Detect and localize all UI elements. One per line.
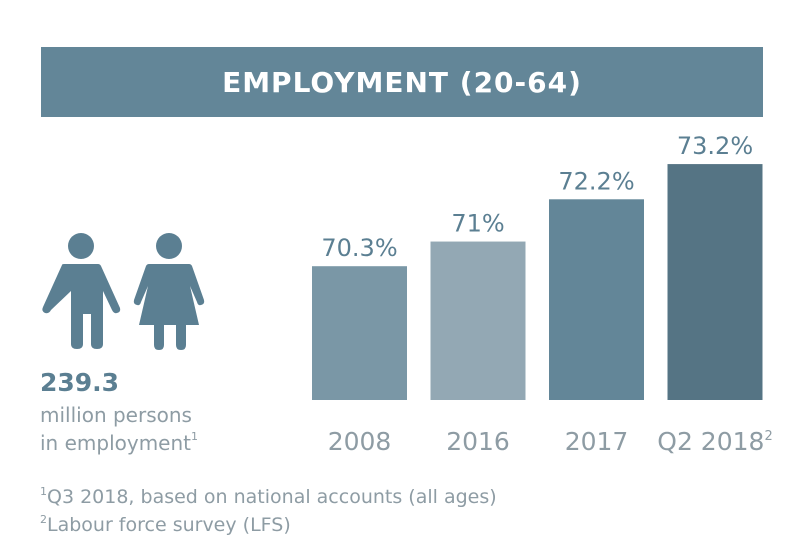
bar-2008: [312, 266, 407, 400]
data-label: 72.2%: [558, 167, 634, 195]
x-tick-label: 2017: [565, 427, 629, 456]
footnote-marker: 1: [40, 485, 47, 498]
footnote-marker: 2: [40, 513, 47, 526]
footnote-marker: 2: [764, 429, 772, 444]
bar-2016: [431, 242, 526, 400]
footnote-2: 2Labour force survey (LFS): [40, 514, 291, 536]
footnote-1: 1Q3 2018, based on national accounts (al…: [40, 486, 497, 508]
bar-q2-2018: [668, 164, 763, 400]
x-tick-label: 2008: [328, 427, 392, 456]
footnote-text: Labour force survey (LFS): [47, 514, 291, 536]
bar-2017: [549, 199, 644, 400]
data-label: 73.2%: [677, 132, 753, 160]
data-label: 71%: [451, 210, 504, 238]
footnote-text: Q3 2018, based on national accounts (all…: [47, 486, 497, 508]
x-tick-label: Q2 20182: [657, 427, 772, 456]
x-tick-label: 2016: [446, 427, 510, 456]
data-label: 70.3%: [321, 234, 397, 262]
